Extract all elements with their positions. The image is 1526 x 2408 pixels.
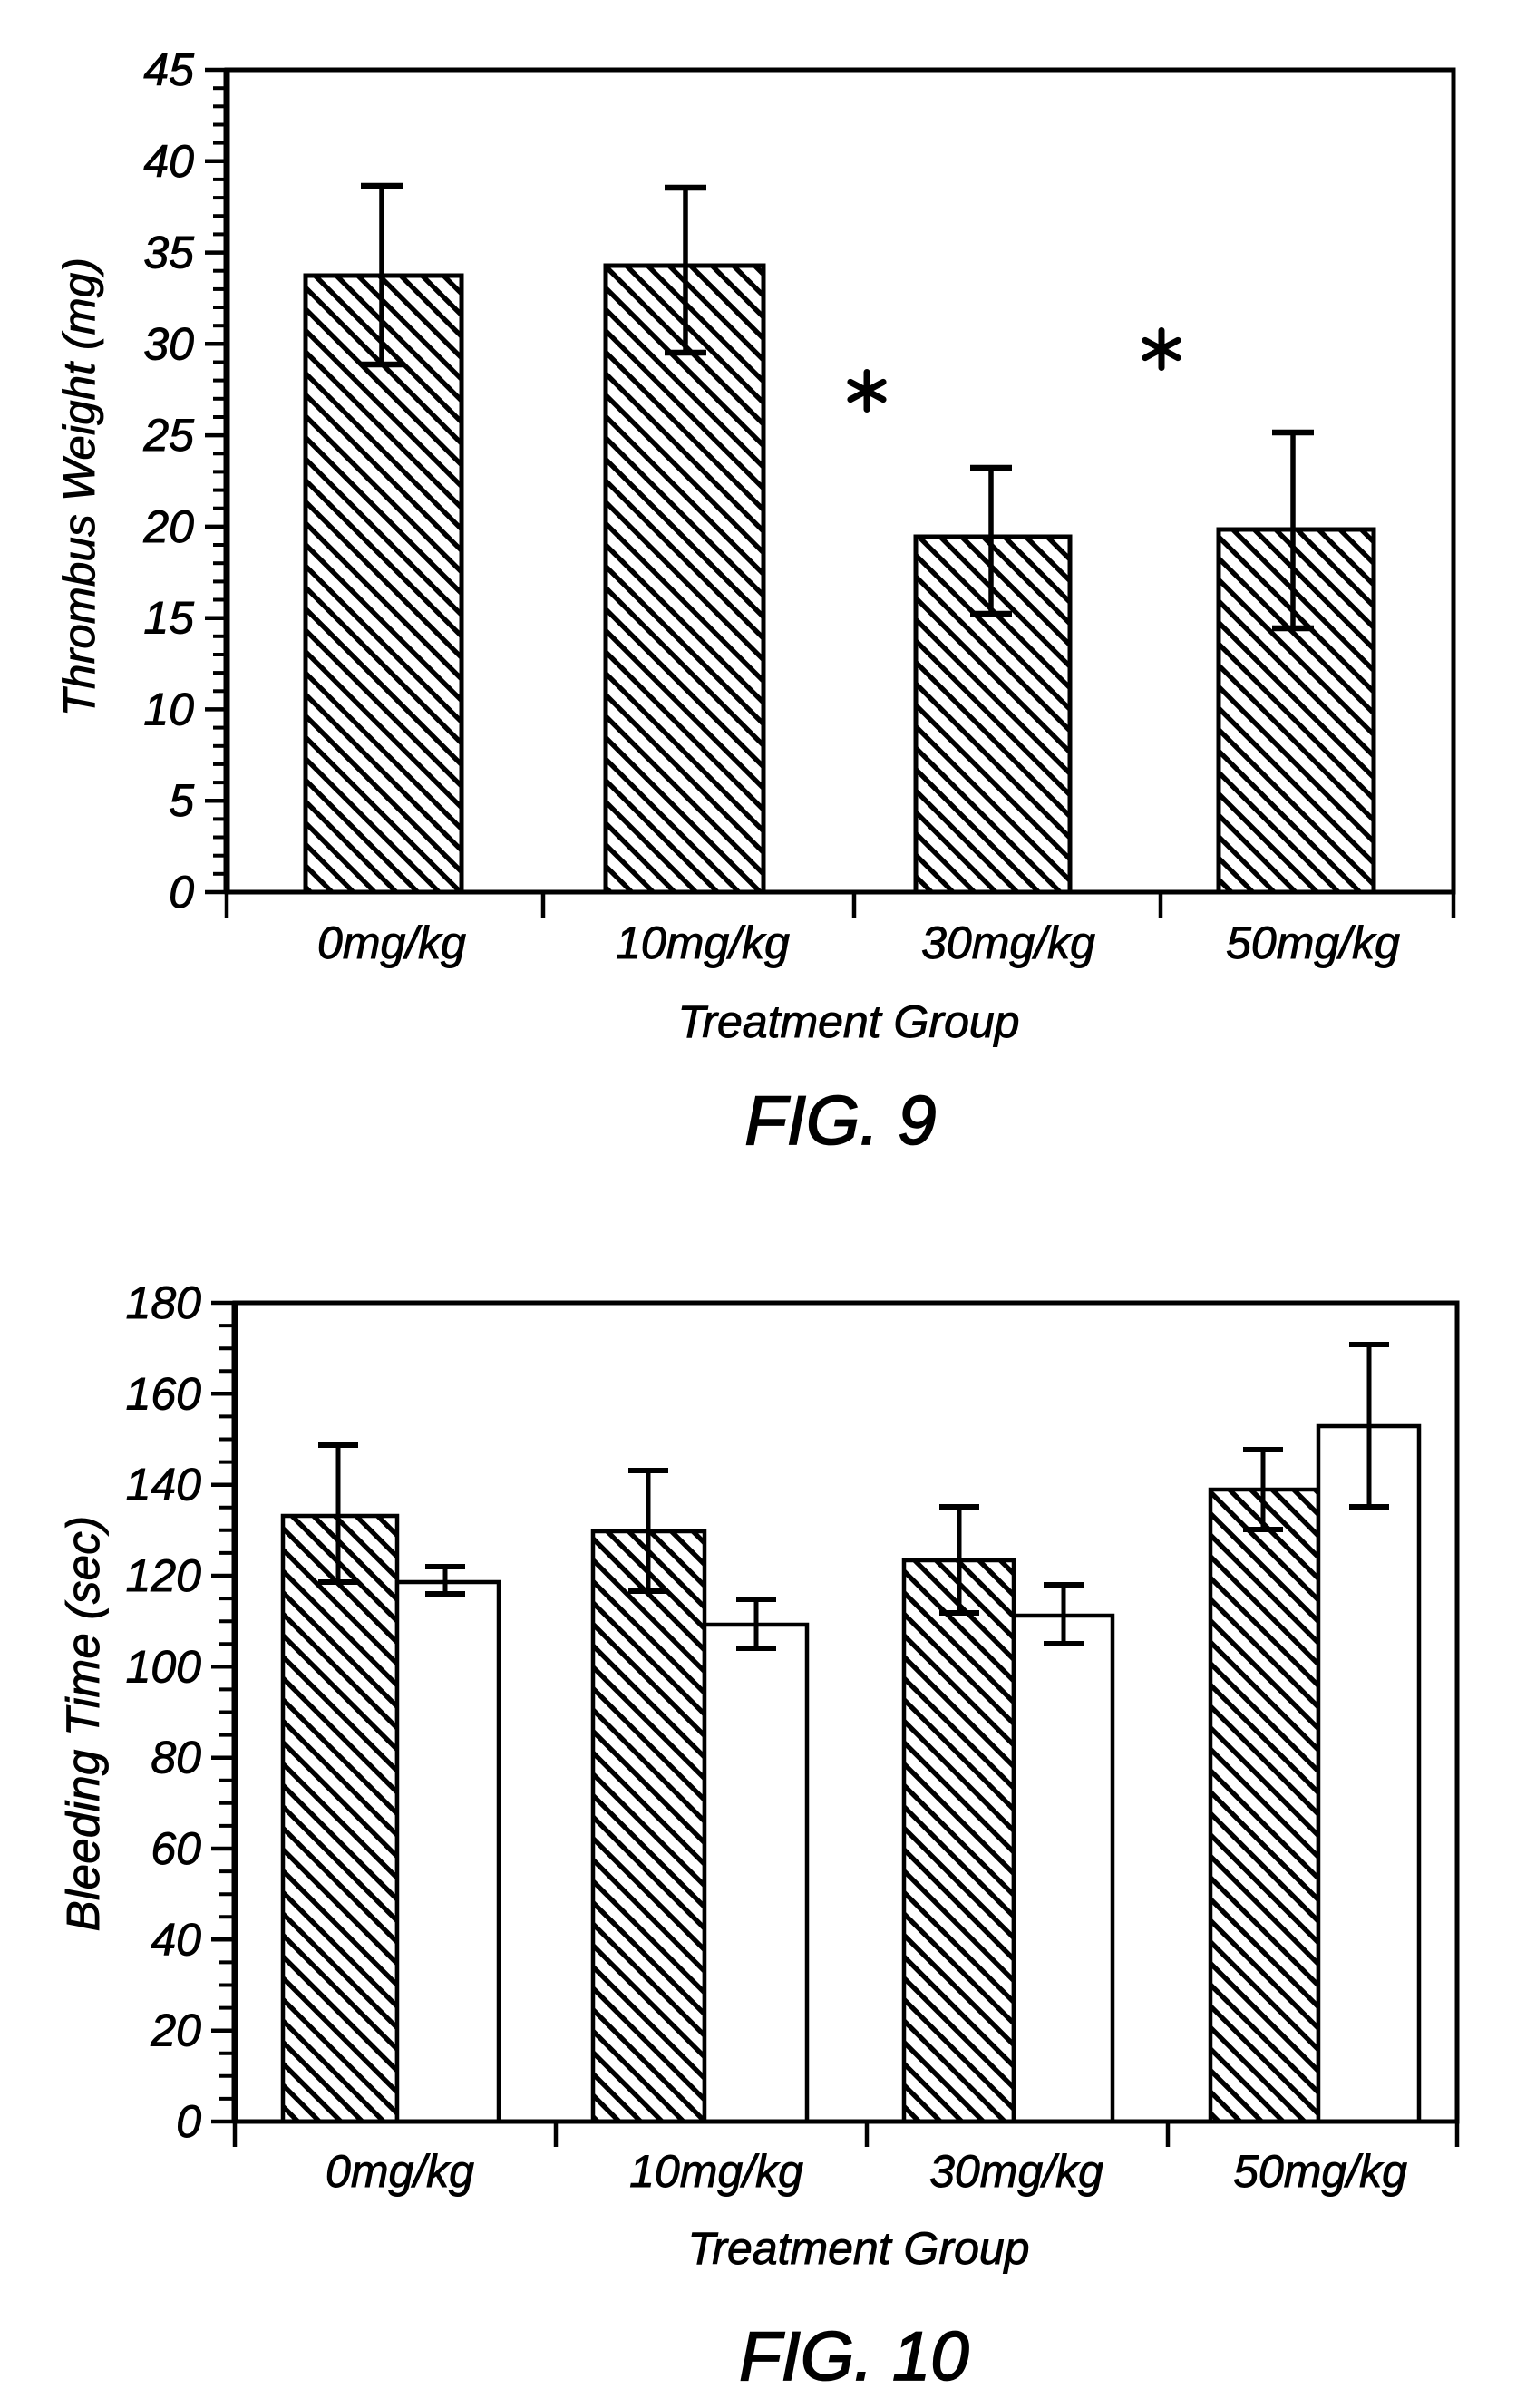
svg-text:0: 0 bbox=[176, 2096, 201, 2147]
svg-text:10: 10 bbox=[143, 684, 194, 734]
svg-text:10mg/kg: 10mg/kg bbox=[616, 918, 790, 968]
svg-text:FIG. 9: FIG. 9 bbox=[744, 1083, 936, 1160]
svg-text:30mg/kg: 30mg/kg bbox=[921, 918, 1095, 968]
svg-text:0mg/kg: 0mg/kg bbox=[317, 918, 466, 968]
svg-text:20: 20 bbox=[150, 2005, 201, 2056]
svg-text:20: 20 bbox=[142, 501, 194, 552]
svg-text:Treatment Group: Treatment Group bbox=[677, 996, 1019, 1047]
svg-text:0mg/kg: 0mg/kg bbox=[326, 2146, 474, 2197]
svg-text:30: 30 bbox=[143, 318, 194, 369]
svg-text:40: 40 bbox=[151, 1914, 201, 1965]
svg-text:25: 25 bbox=[142, 410, 194, 461]
svg-text:5: 5 bbox=[169, 775, 194, 826]
svg-text:Treatment Group: Treatment Group bbox=[687, 2223, 1029, 2274]
svg-text:50mg/kg: 50mg/kg bbox=[1233, 2146, 1407, 2197]
svg-text:160: 160 bbox=[126, 1368, 202, 1419]
svg-text:100: 100 bbox=[126, 1641, 202, 1692]
svg-text:40: 40 bbox=[143, 136, 194, 187]
svg-text:Bleeding Time (sec): Bleeding Time (sec) bbox=[57, 1516, 109, 1932]
svg-text:60: 60 bbox=[151, 1823, 201, 1874]
svg-text:50mg/kg: 50mg/kg bbox=[1226, 918, 1400, 968]
svg-text:140: 140 bbox=[126, 1460, 202, 1510]
svg-text:180: 180 bbox=[126, 1277, 202, 1328]
svg-text:80: 80 bbox=[151, 1733, 201, 1783]
svg-text:30mg/kg: 30mg/kg bbox=[929, 2146, 1103, 2197]
svg-text:120: 120 bbox=[126, 1550, 202, 1601]
svg-text:0: 0 bbox=[169, 867, 194, 918]
svg-text:10mg/kg: 10mg/kg bbox=[629, 2146, 803, 2197]
svg-text:Thrombus Weight (mg): Thrombus Weight (mg) bbox=[55, 257, 104, 716]
svg-text:35: 35 bbox=[143, 228, 194, 278]
svg-text:45: 45 bbox=[143, 44, 194, 95]
svg-text:15: 15 bbox=[143, 593, 194, 644]
svg-text:FIG. 10: FIG. 10 bbox=[739, 2318, 968, 2395]
